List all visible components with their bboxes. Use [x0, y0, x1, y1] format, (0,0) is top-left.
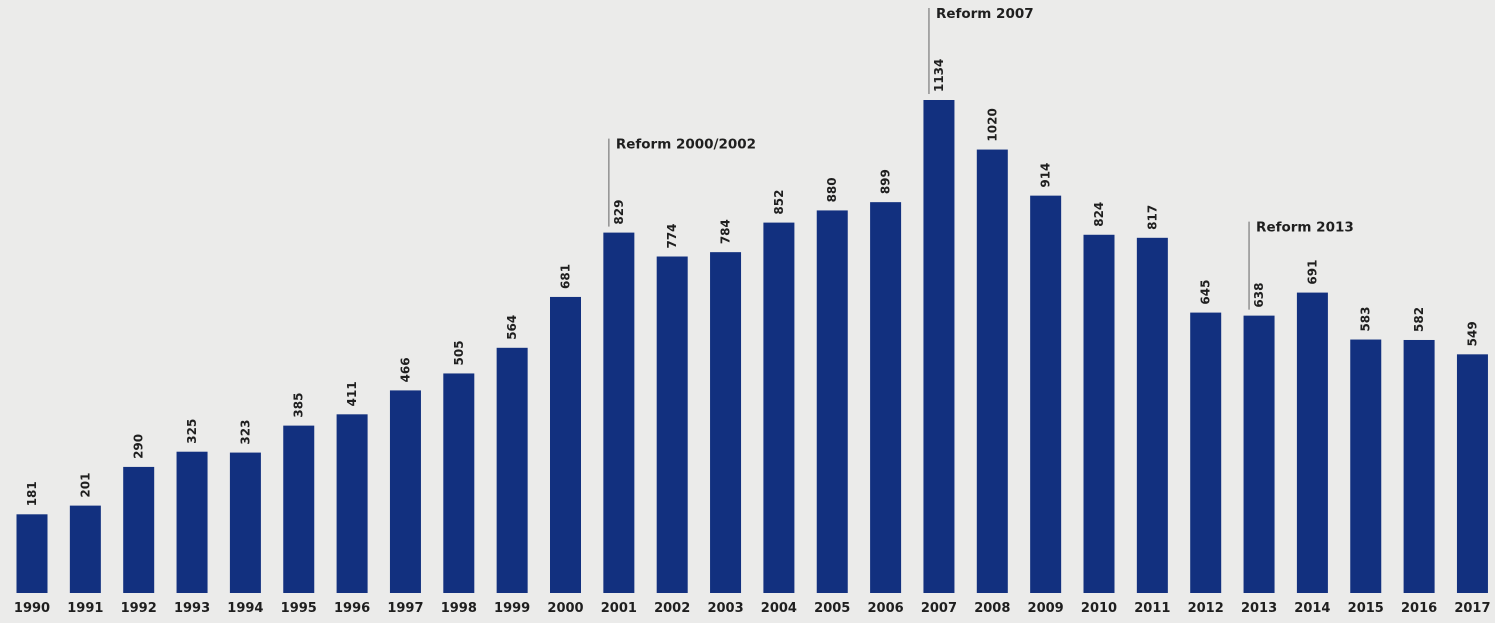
value-label-2005: 880 [825, 177, 839, 202]
value-label-2016: 582 [1412, 307, 1426, 332]
bar-2005 [816, 210, 848, 593]
bar-2007 [923, 100, 955, 593]
bar-2010 [1083, 234, 1115, 593]
bar-2016 [1403, 339, 1435, 593]
value-label-1991: 201 [78, 473, 92, 498]
value-label-2011: 817 [1145, 205, 1159, 230]
x-tick-1995: 1995 [281, 601, 317, 616]
value-label-1994: 323 [238, 420, 252, 445]
x-tick-2000: 2000 [547, 601, 583, 616]
value-label-2000: 681 [559, 264, 573, 289]
value-label-2004: 852 [772, 190, 786, 215]
x-tick-2007: 2007 [921, 601, 957, 616]
annotation-2007: Reform 2007 [936, 6, 1034, 22]
value-label-1997: 466 [398, 357, 412, 382]
bar-1996 [336, 414, 368, 593]
bar-2011 [1136, 237, 1168, 593]
x-tick-2011: 2011 [1134, 601, 1170, 616]
value-label-2012: 645 [1199, 280, 1213, 305]
x-tick-2006: 2006 [868, 601, 904, 616]
bar-1992 [123, 466, 155, 593]
x-tick-2009: 2009 [1028, 601, 1064, 616]
x-tick-2013: 2013 [1241, 601, 1277, 616]
bar-1998 [443, 373, 475, 593]
bar-1993 [176, 451, 208, 593]
bar-2017 [1456, 354, 1488, 593]
bar-2000 [550, 296, 581, 593]
x-tick-1992: 1992 [121, 601, 157, 616]
value-label-2006: 899 [879, 169, 893, 194]
value-label-2009: 914 [1039, 163, 1053, 188]
x-tick-2012: 2012 [1188, 601, 1224, 616]
bar-2002 [656, 256, 688, 593]
value-label-1990: 181 [25, 481, 39, 506]
value-label-1992: 290 [132, 434, 146, 459]
bar-2006 [870, 202, 902, 593]
bar-1995 [283, 425, 315, 593]
value-labels-group: 181 201 290 325 323 385 411 466 505 564 681 829 774 7… [25, 59, 1479, 507]
x-tick-1999: 1999 [494, 601, 530, 616]
bar-1997 [389, 390, 421, 593]
value-label-2001: 829 [612, 200, 626, 225]
value-label-2008: 1020 [985, 108, 999, 141]
x-tick-2004: 2004 [761, 601, 797, 616]
value-label-2013: 638 [1252, 283, 1266, 308]
bar-2015 [1350, 339, 1382, 593]
x-tick-2005: 2005 [814, 601, 850, 616]
x-tick-2014: 2014 [1294, 601, 1330, 616]
x-tick-2016: 2016 [1401, 601, 1437, 616]
value-label-1993: 325 [185, 419, 199, 444]
bar-1991 [69, 505, 101, 593]
bars-group [16, 100, 1488, 593]
bar-2008 [976, 149, 1008, 593]
bar-2004 [763, 222, 795, 593]
x-axis-tick-labels: 1990 1991 1992 1993 1994 1995 1996 1997 1998 1999… [14, 601, 1491, 616]
x-tick-1994: 1994 [227, 601, 263, 616]
annotation-2001: Reform 2000/2002 [616, 137, 756, 153]
bar-2009 [1030, 195, 1062, 593]
x-tick-1990: 1990 [14, 601, 50, 616]
annotations-group: Reform 2000/2002 Reform 2007 Reform 2013 [608, 6, 1354, 310]
bar-1994 [229, 452, 261, 593]
x-tick-2008: 2008 [974, 601, 1010, 616]
x-tick-1991: 1991 [67, 601, 103, 616]
value-label-1995: 385 [292, 393, 306, 418]
bar-2012 [1190, 312, 1222, 593]
bar-2001 [603, 232, 635, 593]
x-tick-1998: 1998 [441, 601, 477, 616]
annotation-2013: Reform 2013 [1256, 220, 1354, 236]
value-label-2007: 1134 [932, 59, 946, 92]
value-label-1999: 564 [505, 315, 519, 340]
value-label-2010: 824 [1092, 202, 1106, 227]
x-tick-1997: 1997 [387, 601, 423, 616]
bar-1990 [16, 514, 48, 593]
x-tick-2002: 2002 [654, 601, 690, 616]
x-tick-2003: 2003 [707, 601, 743, 616]
x-tick-2010: 2010 [1081, 601, 1117, 616]
bar-2003 [710, 252, 742, 593]
value-label-2014: 691 [1305, 260, 1319, 285]
bar-2014 [1296, 292, 1328, 593]
value-label-2017: 549 [1465, 321, 1479, 346]
value-label-2015: 583 [1359, 306, 1373, 331]
value-label-1996: 411 [345, 381, 359, 406]
value-label-1998: 505 [452, 340, 466, 365]
x-tick-1993: 1993 [174, 601, 210, 616]
value-label-2002: 774 [665, 223, 679, 248]
x-tick-1996: 1996 [334, 601, 370, 616]
x-tick-2015: 2015 [1348, 601, 1384, 616]
x-tick-2017: 2017 [1454, 601, 1490, 616]
bar-1999 [496, 347, 528, 593]
bar-2013 [1243, 315, 1275, 593]
value-label-2003: 784 [719, 219, 733, 244]
x-tick-2001: 2001 [601, 601, 637, 616]
